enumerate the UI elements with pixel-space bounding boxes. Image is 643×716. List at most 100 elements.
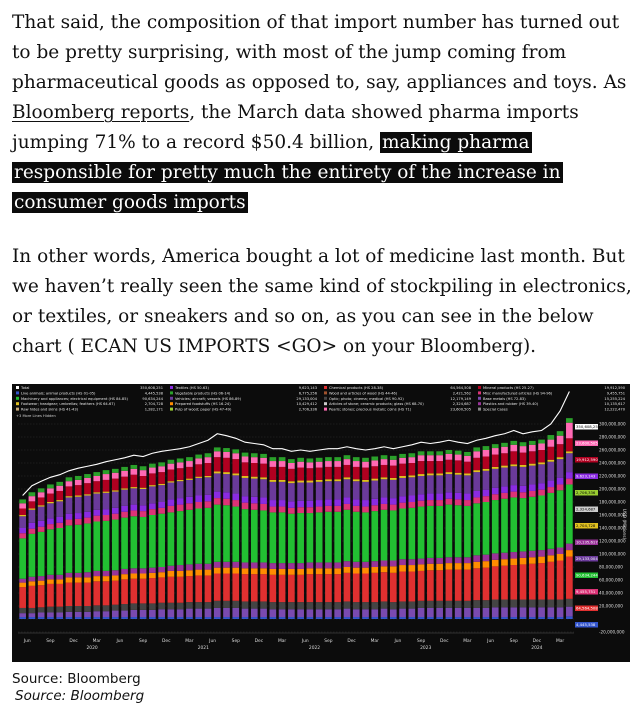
legend-value: 15,255,224 (604, 397, 625, 401)
bar-segment (306, 609, 314, 618)
bar-segment (501, 599, 508, 608)
bar-segment (519, 466, 527, 486)
bar-segment (445, 453, 453, 460)
legend-label: Live animals; animal products (HS 01-05) (21, 391, 96, 395)
bar-segment (111, 580, 119, 605)
bar-segment (241, 562, 249, 569)
bar-segment (408, 463, 416, 476)
bar-segment (510, 485, 518, 492)
bar-segment (158, 466, 165, 473)
bar-segment (223, 474, 230, 493)
bar-segment (510, 451, 518, 465)
bar-segment (56, 516, 64, 523)
bar-segment (482, 617, 490, 619)
x-month-label: Mar (185, 638, 193, 644)
bar-segment (19, 613, 26, 618)
bar-segment (436, 500, 443, 506)
y-tick-label: 40,000,000 (599, 590, 623, 595)
x-month-label: Sep (417, 638, 425, 644)
bar-segment (111, 468, 119, 473)
bar-segment (74, 577, 82, 583)
bar-segment (121, 579, 128, 605)
bar-segment (241, 608, 249, 618)
bar-segment (158, 485, 165, 502)
bar-segment (297, 602, 304, 610)
paragraph-1-text-a: That said, the composition of that impor… (12, 12, 627, 93)
bar-segment (204, 494, 212, 502)
value-tag (575, 605, 598, 611)
bar-segment (28, 585, 36, 608)
bar-segment (250, 562, 258, 569)
bar-segment (111, 575, 119, 581)
bar-segment (93, 581, 101, 606)
bar-segment (195, 563, 203, 570)
value-tag-label: 90,634,244 (576, 573, 598, 578)
bar-segment (250, 608, 258, 618)
bar-segment (417, 617, 425, 619)
legend-swatch (16, 396, 19, 400)
bar-segment (269, 500, 277, 507)
bar-segment (445, 472, 453, 475)
bloomberg-reports-link[interactable]: Bloomberg reports (12, 102, 190, 123)
bar-segment (427, 461, 434, 474)
bar-segment (278, 461, 286, 467)
bar-segment (352, 602, 360, 610)
bar-segment (250, 476, 258, 479)
bar-segment (56, 583, 64, 607)
legend-value: 29,133,004 (296, 397, 317, 401)
bar-segment (47, 579, 54, 584)
bar-segment (343, 601, 351, 609)
value-tag-label: 2,704,728 (576, 523, 596, 528)
bar-segment (464, 600, 471, 608)
bar-segment (130, 516, 138, 569)
bar-segment (278, 617, 286, 619)
bar-segment (139, 487, 147, 489)
bar-segment (547, 492, 555, 549)
legend-value: 4,445,538 (145, 391, 164, 395)
bar-segment (547, 435, 555, 440)
bar-segment (130, 468, 138, 475)
bar-segment (352, 466, 360, 480)
bar-segment (566, 418, 573, 423)
bar-segment (501, 498, 508, 553)
bar-segment (389, 609, 397, 618)
bar-segment (343, 459, 351, 465)
bar-segment (315, 602, 323, 610)
bar-segment (519, 557, 527, 565)
bar-segment (84, 483, 91, 495)
bar-segment (167, 576, 175, 603)
bar-segment (510, 617, 518, 619)
bar-segment (186, 602, 193, 609)
bar-segment (204, 501, 212, 508)
legend-swatch (324, 402, 327, 406)
bar-segment (538, 483, 545, 490)
x-month-label: Jun (301, 638, 309, 644)
bar-segment (84, 511, 91, 518)
x-year-label: 2022 (309, 645, 320, 651)
bar-segment (380, 464, 388, 478)
bar-segment (454, 607, 462, 618)
bar-segment (47, 612, 54, 618)
bar-segment (371, 511, 379, 562)
bar-segment (74, 518, 82, 525)
bar-segment (37, 492, 45, 498)
bar-segment (427, 607, 434, 618)
bar-segment (306, 513, 314, 563)
bar-segment (74, 611, 82, 618)
bar-segment (352, 479, 360, 482)
bar-segment (121, 476, 128, 489)
legend-value: 90,634,244 (142, 397, 163, 401)
bar-segment (343, 608, 351, 618)
bar-segment (399, 559, 406, 566)
bar-segment (556, 477, 564, 485)
bar-segment (315, 562, 323, 569)
bar-segment (65, 496, 73, 498)
bar-segment (566, 453, 573, 473)
bar-segment (130, 510, 138, 517)
bar-segment (352, 617, 360, 619)
bar-segment (445, 504, 453, 558)
bar-segment (427, 570, 434, 601)
bar-segment (491, 487, 499, 495)
bar-segment (149, 578, 156, 604)
bar-segment (195, 464, 203, 477)
